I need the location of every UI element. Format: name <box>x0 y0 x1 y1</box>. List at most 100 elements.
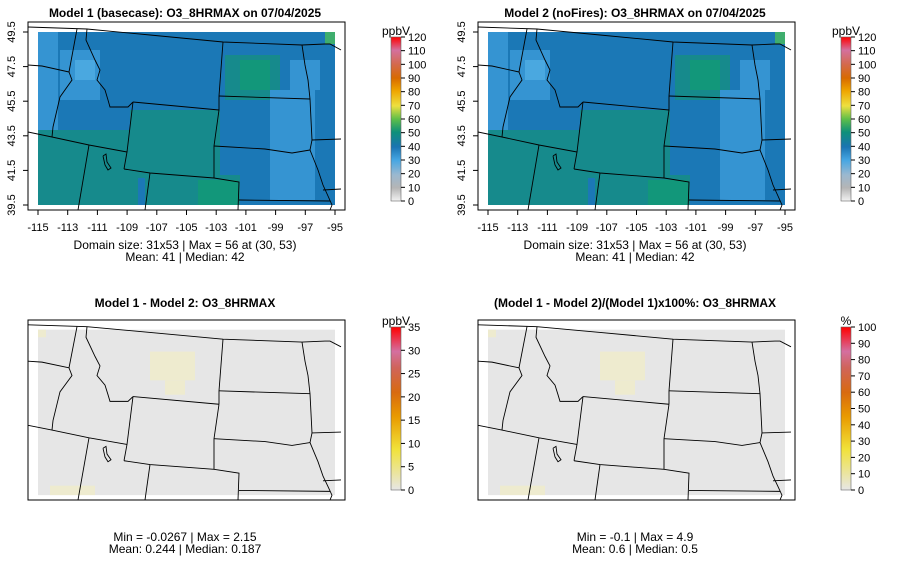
state-border <box>51 28 78 138</box>
state-border <box>132 101 220 111</box>
y-tick-label: 43.5 <box>456 125 468 146</box>
state-border <box>102 445 112 463</box>
colorbar-gradient <box>840 326 852 491</box>
y-axis: 39.5 41.5 43.5 45.5 47.5 49.5 <box>6 21 28 216</box>
state-border <box>322 479 342 482</box>
y-tick-label: 39.5 <box>6 194 18 215</box>
state-borders <box>28 324 342 500</box>
state-border <box>28 131 128 153</box>
state-border <box>663 177 690 210</box>
grid-cell-block <box>150 351 195 381</box>
colorbar-tick-label: 120 <box>858 32 876 44</box>
state-border <box>501 326 528 431</box>
stats-line-2: Mean: 41 | Median: 42 <box>575 250 695 264</box>
grid-cell-block <box>525 60 545 80</box>
state-border <box>301 44 313 141</box>
state-border <box>663 145 761 154</box>
state-border <box>772 479 792 482</box>
panel-1: Model 1 (basecase): O3_8HRMAX on 07/04/2… <box>6 6 426 264</box>
colorbar-tick-label: 40 <box>858 420 870 432</box>
state-border <box>28 64 70 73</box>
grid-cell-block <box>615 380 635 395</box>
colorbar-tick-label: 40 <box>858 141 870 153</box>
grid-cell-block <box>165 380 185 395</box>
x-tick-label: -109 <box>116 222 138 234</box>
plot-frame <box>27 319 346 501</box>
x-tick-label: -101 <box>685 222 707 234</box>
state-border <box>668 95 761 100</box>
state-border <box>772 188 792 191</box>
x-axis: -115 -113 -111 -109 -107 -105 -103 -101 -99 -97 -9… <box>477 209 793 234</box>
x-tick-label: -97 <box>747 222 763 234</box>
grid-cell-block <box>130 110 220 178</box>
colorbar-tick-label: 60 <box>858 387 870 399</box>
colorbar-tick-label: 110 <box>408 46 426 58</box>
state-border <box>213 145 311 154</box>
colorbar-tick-label: 70 <box>408 100 420 112</box>
colorbar-tick-label: 80 <box>408 87 420 99</box>
grid-cell-block <box>648 180 688 205</box>
x-tick-label: -111 <box>87 222 107 234</box>
y-tick-label: 39.5 <box>456 194 468 215</box>
grid-cell-block <box>500 485 545 496</box>
data-field <box>38 329 335 496</box>
colorbar-tick-label: 100 <box>858 59 876 71</box>
colorbar-tick-label: 5 <box>408 462 414 474</box>
state-border <box>213 438 311 446</box>
state-border <box>322 188 342 191</box>
colorbar-unit-label: ppbV <box>832 24 860 38</box>
x-tick-label: -113 <box>57 222 78 234</box>
state-border <box>218 390 311 395</box>
y-tick-label: 47.5 <box>456 56 468 77</box>
state-border <box>28 26 342 51</box>
data-field <box>488 32 785 205</box>
x-tick-label: -115 <box>477 222 498 234</box>
state-border <box>51 326 78 431</box>
colorbar-tick-label: 80 <box>858 87 870 99</box>
grid-cell-block <box>775 32 785 44</box>
state-border <box>527 144 540 210</box>
y-tick-label: 45.5 <box>6 90 18 111</box>
grid-cell-block <box>270 90 315 200</box>
state-border <box>478 64 520 73</box>
colorbar-tick-label: 30 <box>408 345 420 357</box>
state-border <box>552 153 562 171</box>
plot-frame <box>477 319 796 501</box>
state-border <box>311 138 342 141</box>
state-border <box>28 360 70 369</box>
colorbar-tick-label: 90 <box>858 338 870 350</box>
state-border <box>688 489 781 492</box>
panel-title: Model 1 (basecase): O3_8HRMAX on 07/04/2… <box>49 6 321 20</box>
y-tick-label: 45.5 <box>456 90 468 111</box>
state-border <box>668 390 761 395</box>
grid-cell-block <box>38 329 46 338</box>
colorbar-tick-label: 60 <box>858 114 870 126</box>
x-axis: -115 -113 -111 -109 -107 -105 -103 -101 -99 -97 -9… <box>27 209 343 234</box>
colorbar-gradient <box>390 36 402 202</box>
colorbar-tick-label: 20 <box>408 169 420 181</box>
state-border <box>663 468 690 500</box>
colorbar-tick-label: 90 <box>408 73 420 85</box>
x-tick-label: -113 <box>507 222 528 234</box>
colorbar-tick-label: 50 <box>858 404 870 416</box>
colorbar-tick-label: 30 <box>858 436 870 448</box>
grid-cell-block <box>325 32 335 44</box>
x-tick-label: -101 <box>235 222 257 234</box>
colorbar-tick-label: 0 <box>858 196 864 208</box>
colorbar-tick-label: 35 <box>408 322 420 334</box>
state-border <box>28 424 128 445</box>
state-border <box>478 26 792 51</box>
grid-cell-block <box>38 32 58 132</box>
state-border <box>582 396 670 405</box>
state-border <box>478 424 578 445</box>
colorbar-tick-label: 40 <box>408 141 420 153</box>
state-border <box>478 324 792 348</box>
y-tick-label: 41.5 <box>456 160 468 181</box>
state-border <box>238 199 331 202</box>
state-border <box>552 445 562 463</box>
state-border <box>301 341 313 434</box>
grid-cell-block <box>38 130 138 205</box>
state-border <box>501 28 528 138</box>
x-tick-label: -115 <box>27 222 48 234</box>
